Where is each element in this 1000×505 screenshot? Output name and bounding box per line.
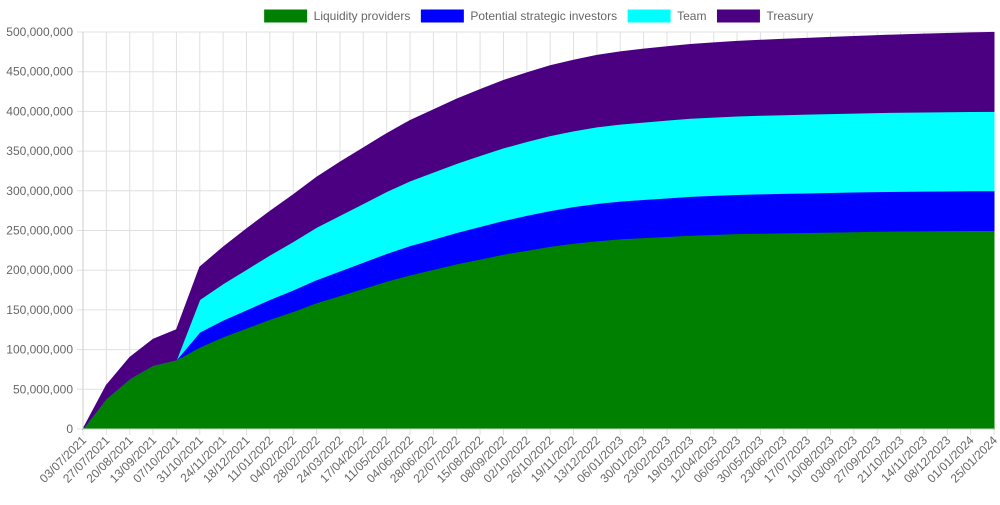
areas <box>81 31 995 430</box>
y-tick-label: 50,000,000 <box>13 382 73 396</box>
legend-item[interactable]: Team <box>626 8 706 24</box>
y-tick-label: 100,000,000 <box>6 343 73 357</box>
y-tick-label: 300,000,000 <box>6 184 73 198</box>
y-tick-label: 450,000,000 <box>6 65 73 79</box>
y-tick-label: 250,000,000 <box>6 224 73 238</box>
legend-label: Team <box>677 9 706 23</box>
legend-swatch <box>715 8 761 24</box>
y-tick-label: 0 <box>66 422 73 436</box>
y-tick-label: 150,000,000 <box>6 303 73 317</box>
legend-swatch <box>263 8 309 24</box>
y-tick-label: 200,000,000 <box>6 263 73 277</box>
legend[interactable]: Liquidity providers Potential strategic i… <box>263 8 814 24</box>
y-tick-label: 400,000,000 <box>6 104 73 118</box>
legend-swatch <box>419 8 465 24</box>
legend-label: Liquidity providers <box>314 9 411 23</box>
legend-item[interactable]: Potential strategic investors <box>419 8 617 24</box>
legend-swatch <box>626 8 672 24</box>
y-tick-label: 350,000,000 <box>6 144 73 158</box>
legend-label: Treasury <box>766 9 813 23</box>
legend-label: Potential strategic investors <box>470 9 617 23</box>
series-area-3 <box>82 31 995 430</box>
legend-item[interactable]: Treasury <box>715 8 813 24</box>
legend-item[interactable]: Liquidity providers <box>263 8 411 24</box>
y-tick-label: 500,000,000 <box>6 25 73 39</box>
